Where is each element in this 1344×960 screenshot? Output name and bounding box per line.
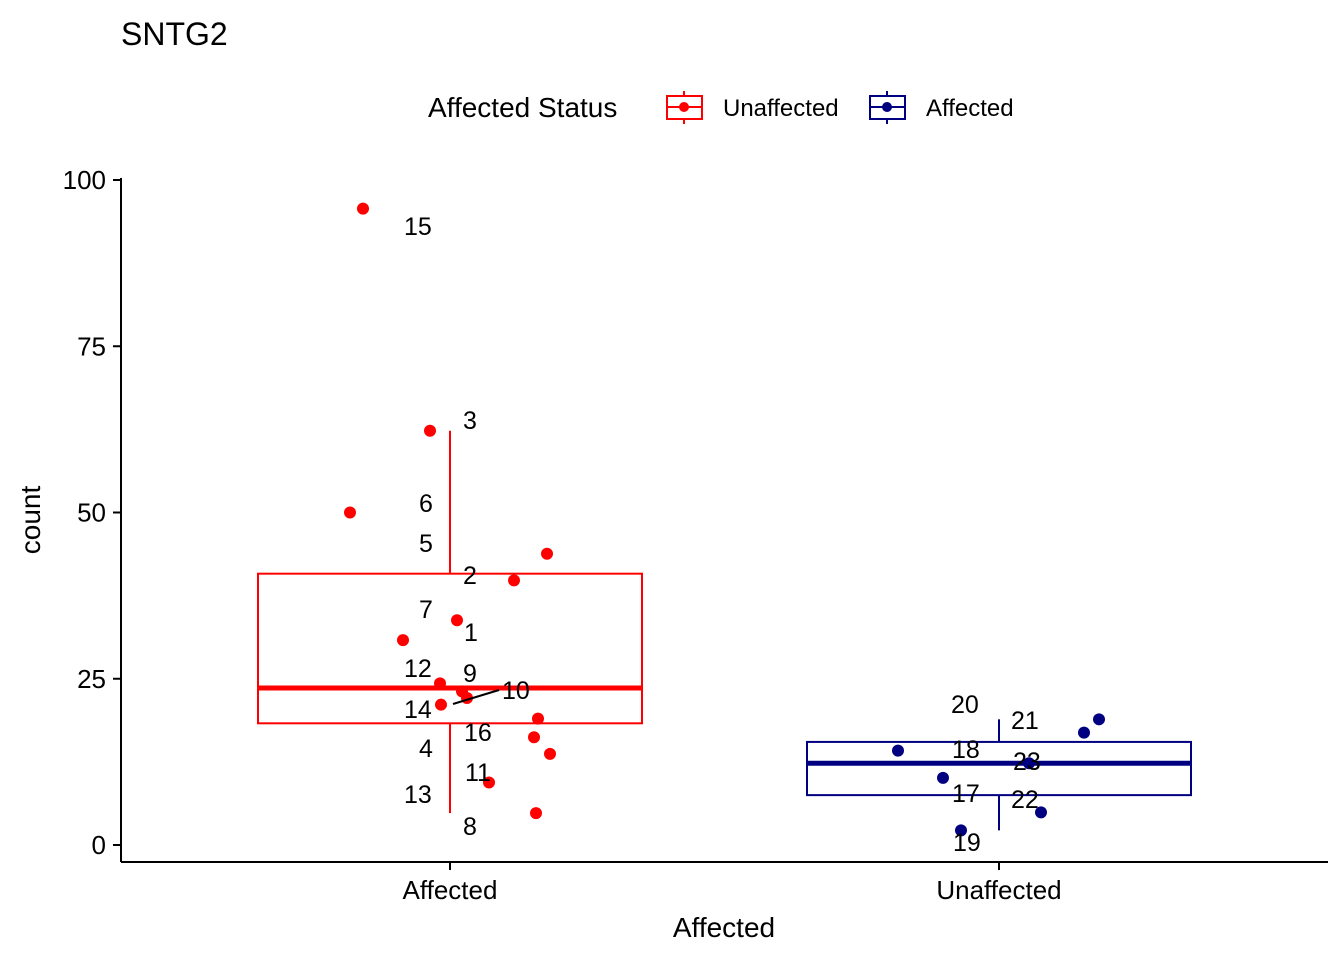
legend-label-unaffected: Unaffected [723,95,839,122]
y-tick-label: 75 [77,331,106,361]
point-label: 13 [404,781,432,809]
point-label: 23 [1013,748,1041,776]
data-point [532,712,544,725]
data-point [528,731,540,744]
data-point [483,776,495,789]
point-label: 9 [463,660,477,688]
data-point [1023,757,1035,770]
y-tick-label: 100 [63,165,106,195]
y-axis-ticks: 0 25 50 75 100 [63,165,121,860]
x-axis-ticks: Affected Unaffected [403,862,1062,905]
point-label: 8 [463,813,477,841]
data-point [937,771,949,784]
x-tick-label: Affected [403,875,498,905]
data-point [1035,806,1047,819]
data-point [508,574,520,587]
data-point [357,202,369,215]
data-point [1093,713,1105,726]
point-label: 6 [419,490,433,518]
y-tick-label: 25 [77,664,106,694]
data-point [344,506,356,519]
point-label: 16 [464,719,492,747]
box-iqr [257,572,643,725]
point-label: 12 [404,655,432,683]
point-label: 17 [952,780,980,808]
point-label: 15 [404,213,432,241]
box-iqr [806,740,1192,797]
data-point [541,547,553,560]
data-point [451,614,463,627]
point-label: 3 [463,407,477,435]
data-point [530,807,542,820]
data-point [424,424,436,437]
data-point [544,747,556,760]
y-tick-label: 0 [92,830,106,860]
point-label: 2 [463,562,477,590]
x-axis-title: Affected [673,912,775,943]
point-label: 5 [419,530,433,558]
x-tick-label: Unaffected [936,875,1061,905]
point-label: 18 [952,736,980,764]
legend-label-affected: Affected [926,95,1014,122]
data-point [955,824,967,837]
point-label: 20 [951,691,979,719]
legend-key-affected [869,91,906,124]
data-point [892,744,904,757]
legend-title: Affected Status [428,92,617,123]
y-axis-title: count [15,486,46,555]
data-point [1078,726,1090,739]
chart-title: SNTG2 [121,16,228,52]
point-label: 7 [419,596,433,624]
point-label: 10 [502,677,530,705]
boxes [257,430,1192,831]
label-connector [452,689,500,705]
point-labels: 15 3 6 5 2 7 1 12 9 10 14 16 4 11 13 8 2… [404,213,1041,857]
legend: Affected Status Unaffected Affected [428,91,1014,124]
point-label: 19 [953,829,981,857]
data-point [397,634,409,647]
data-point [435,698,447,711]
y-tick-label: 50 [77,498,106,528]
data-point [434,677,446,690]
legend-key-unaffected [666,91,703,124]
point-label: 21 [1011,707,1039,735]
point-label: 4 [419,735,433,763]
point-label: 11 [465,759,491,787]
points [344,202,1105,837]
point-label: 22 [1011,786,1039,814]
point-label: 14 [404,696,432,724]
point-label: 1 [464,619,478,647]
